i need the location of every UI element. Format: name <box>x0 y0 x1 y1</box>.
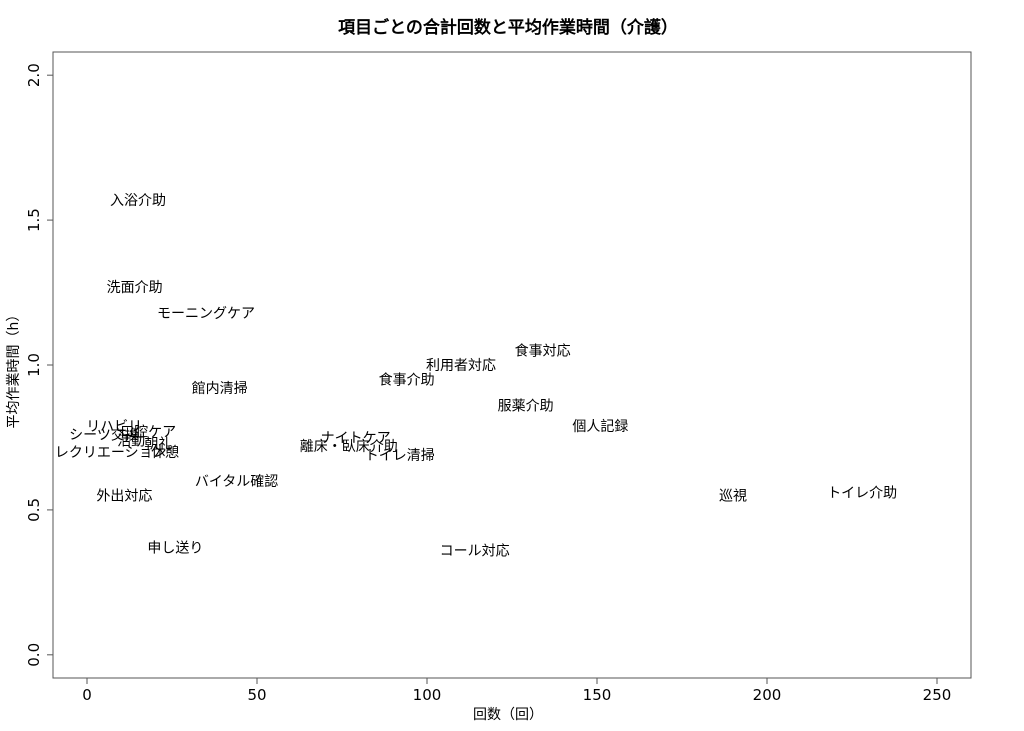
point-label: 個人記録 <box>572 418 628 435</box>
y-tick-label: 0.5 <box>25 498 43 522</box>
y-tick-label: 1.0 <box>25 353 43 377</box>
y-tick-label: 2.0 <box>25 63 43 87</box>
point-label: ナイトケア <box>321 430 391 446</box>
x-tick-label: 0 <box>82 686 92 704</box>
point-label: リハビリ <box>86 419 142 435</box>
x-tick-label: 200 <box>753 686 782 704</box>
point-label: コール対応 <box>440 543 510 559</box>
y-axis: 0.0 0.5 1.0 1.5 2.0 <box>25 63 53 667</box>
point-label: 外出対応 <box>96 488 152 504</box>
point-label: トイレ清掃 <box>365 447 435 464</box>
x-axis: 0 50 100 150 200 250 <box>82 678 951 704</box>
point-label: 活動 <box>117 433 145 449</box>
y-tick-label: 1.5 <box>25 208 43 232</box>
point-label: 申し送り <box>147 541 203 557</box>
point-label: 洗面介助 <box>107 280 163 296</box>
y-axis-label: 平均作業時間（h） <box>6 308 22 429</box>
y-tick-label: 0.0 <box>25 643 43 667</box>
point-label: 入浴介助 <box>110 193 166 209</box>
point-label: 利用者対応 <box>426 358 496 374</box>
point-label: 口腔ケア <box>120 425 176 441</box>
data-points: 入浴介助洗面介助モーニングケア食事対応利用者対応食事介助館内清掃服薬介助個人記録… <box>55 193 897 560</box>
point-label: 巡視 <box>719 488 747 504</box>
point-label: モーニングケア <box>157 306 255 322</box>
x-tick-label: 100 <box>413 686 442 704</box>
point-label: バイタル確認 <box>195 474 278 490</box>
point-label: 食事対応 <box>515 343 571 360</box>
x-axis-label: 回数（回） <box>473 707 543 723</box>
plot-area-border <box>52 51 972 679</box>
point-label: レクリエーション <box>55 445 167 461</box>
point-label: トイレ介助 <box>827 486 897 502</box>
point-label: シーツ交換 <box>69 427 139 444</box>
point-label: 離床・臥床介助 <box>300 438 398 455</box>
point-label: 館内清掃 <box>192 380 248 397</box>
x-tick-label: 150 <box>583 686 612 704</box>
point-label: 食事介助 <box>379 371 435 388</box>
point-label: 服薬介助 <box>498 399 554 415</box>
chart-title: 項目ごとの合計回数と平均作業時間（介護） <box>338 17 678 38</box>
point-label: 休憩 <box>151 444 179 461</box>
x-tick-label: 50 <box>247 686 266 704</box>
x-tick-label: 250 <box>923 686 952 704</box>
point-label: 朝礼 <box>144 436 172 452</box>
